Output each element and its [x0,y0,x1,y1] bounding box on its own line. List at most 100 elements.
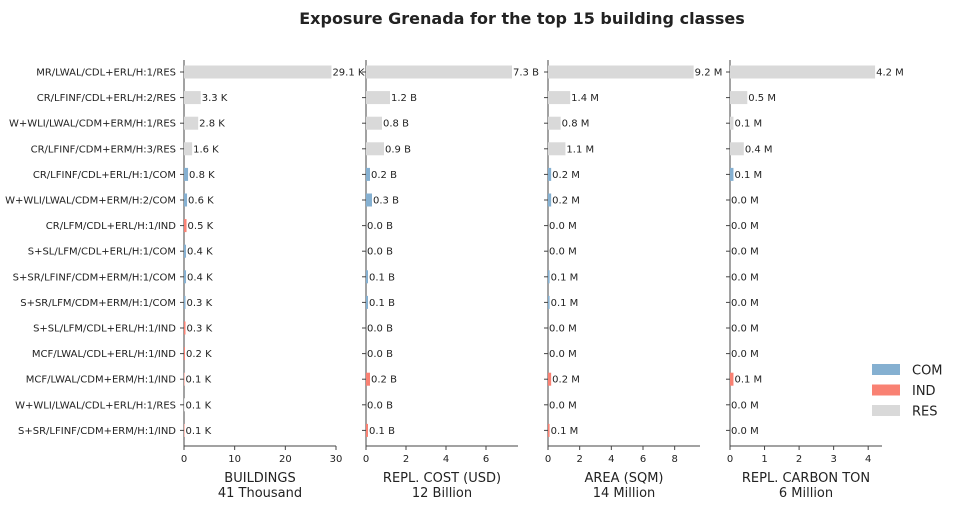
data-label: 0.8 K [189,170,215,181]
category-label: W+WLI/LWAL/CDL+ERL/H:1/RES [15,400,176,411]
data-label: 0.2 B [371,170,397,181]
data-label: 0.6 K [188,196,214,207]
data-label: 0.1 B [369,426,395,437]
data-label: 2.8 K [199,119,225,130]
x-tick-label: 4 [608,454,614,465]
data-label: 0.0 M [549,400,577,411]
x-axis-total: 41 Thousand [218,486,302,501]
data-label: 1.2 B [391,93,417,104]
legend-label-ind: IND [912,384,936,399]
bar [184,91,201,105]
legend-swatch-res [872,405,900,416]
bar [184,372,185,386]
bar [730,372,734,386]
x-tick-label: 20 [279,454,292,465]
data-label: 0.3 K [187,298,213,309]
category-label: MCF/LWAL/CDM+ERM/H:1/IND [26,375,177,386]
bar [184,244,187,258]
data-label: 9.2 M [695,68,723,79]
x-axis-total: 14 Million [593,486,656,501]
data-label: 0.1 M [734,375,762,386]
bar [184,270,187,284]
data-label: 0.1 M [551,426,579,437]
x-tick-label: 0 [363,454,369,465]
data-label: 0.1 K [186,375,212,386]
x-tick-label: 8 [671,454,677,465]
bar [366,193,372,207]
x-tick-label: 2 [796,454,802,465]
data-label: 0.8 B [383,119,409,130]
bar [730,167,734,181]
data-label: 0.0 B [367,324,393,335]
x-tick-label: 2 [403,454,409,465]
data-label: 0.0 M [731,298,759,309]
bar [730,116,734,130]
x-tick-label: 2 [576,454,582,465]
data-label: 0.0 M [731,349,759,360]
chart-title: Exposure Grenada for the top 15 building… [299,9,745,28]
bar [366,423,368,437]
bar [548,423,550,437]
bar [548,372,552,386]
panel-2: 0 2 4 6 7.3 B 1.2 B 0.8 B 0.9 B 0.2 B 0.3 B 0.0 B 0… [362,60,539,501]
data-label: 0.1 B [369,298,395,309]
bar [730,142,744,156]
bar [548,65,694,79]
bar [366,372,370,386]
data-label: 0.2 M [552,375,580,386]
bar [730,65,876,79]
data-label: 7.3 B [513,68,539,79]
data-label: 1.1 M [566,144,594,155]
bar [548,142,566,156]
bar [548,91,571,105]
category-label: S+SL/LFM/CDL+ERL/H:1/COM [28,247,176,258]
data-label: 0.8 M [562,119,590,130]
data-label: 0.4 M [745,144,773,155]
data-label: 0.0 M [731,272,759,283]
bar [548,295,550,309]
bar [548,116,561,130]
data-label: 0.0 B [367,221,393,232]
bar [366,116,382,130]
bar [366,91,390,105]
bar [184,65,332,79]
category-label: S+SR/LFINF/CDM+ERM/H:1/IND [18,426,176,437]
category-label: S+SR/LFINF/CDM+ERM/H:1/COM [13,272,176,283]
data-label: 1.4 M [571,93,599,104]
x-tick-label: 4 [443,454,449,465]
data-label: 0.0 M [731,400,759,411]
x-tick-label: 0 [181,454,187,465]
x-axis-label: REPL. CARBON TON [742,471,870,486]
data-label: 0.0 M [549,324,577,335]
bar [366,270,368,284]
x-tick-label: 3 [830,454,836,465]
x-axis-label: REPL. COST (USD) [383,471,501,486]
data-label: 4.2 M [876,68,904,79]
legend-swatch-com [872,364,900,375]
data-label: 0.0 B [367,349,393,360]
category-label: MCF/LWAL/CDL+ERL/H:1/IND [32,349,176,360]
bar [184,423,185,437]
legend: COM IND RES [872,364,943,420]
plot-area: MR/LWAL/CDL+ERL/H:1/RES CR/LFINF/CDL+ERL/… [5,60,904,501]
data-label: 0.0 B [367,247,393,258]
data-label: 0.0 M [731,426,759,437]
category-label: MR/LWAL/CDL+ERL/H:1/RES [36,68,176,79]
data-label: 0.0 M [731,221,759,232]
category-label: CR/LFINF/CDM+ERM/H:3/RES [31,144,176,155]
panel-3: 0 2 4 6 8 9.2 M 1.4 M 0.8 M 1.1 M 0.2 M 0.2 M 0.0 M… [544,60,722,501]
x-axis-total: 6 Million [779,486,833,501]
category-label: CR/LFINF/CDL+ERL/H:2/RES [37,93,176,104]
data-label: 0.2 K [186,349,212,360]
x-tick-label: 6 [640,454,646,465]
data-label: 0.0 M [731,196,759,207]
bar [184,398,185,412]
data-label: 0.5 K [188,221,214,232]
data-label: 0.0 M [549,221,577,232]
bar [548,167,552,181]
bar [184,321,186,335]
data-label: 0.3 B [373,196,399,207]
bar [184,193,188,207]
data-label: 0.1 K [186,400,212,411]
